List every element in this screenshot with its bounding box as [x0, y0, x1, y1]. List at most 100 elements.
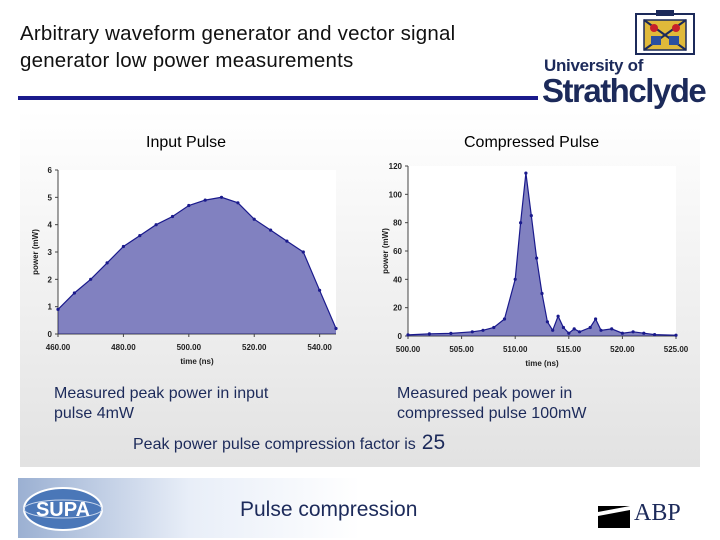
compression-factor-value: 25: [421, 431, 446, 454]
compressed-data-point: [427, 332, 431, 336]
compressed-y-tick-label: 40: [393, 275, 402, 284]
compressed-data-point: [610, 327, 614, 331]
input-data-point: [252, 217, 256, 221]
input-series-line: [57, 196, 337, 329]
input-x-tick-label: 500.00: [177, 343, 202, 352]
compressed-y-tick-label: 80: [393, 219, 402, 228]
input-data-point: [236, 201, 240, 205]
slide-title: Arbitrary waveform generator and vector …: [20, 22, 456, 72]
footer-title: Pulse compression: [240, 498, 418, 521]
compressed-y-tick-label: 60: [393, 247, 402, 256]
compressed-data-point: [519, 221, 523, 225]
compressed-y-tick-label: 120: [389, 162, 403, 171]
compressed-y-tick-label: 20: [393, 304, 402, 313]
supa-logo: SUPA: [22, 486, 104, 532]
compressed-data-point: [599, 328, 603, 332]
compressed-data-point: [556, 314, 560, 318]
compressed-data-point: [572, 327, 576, 331]
compressed-data-point: [653, 333, 657, 337]
compressed-data-point: [481, 328, 485, 332]
compressed-data-point: [529, 214, 533, 218]
compressed-data-point: [594, 317, 598, 321]
logo-university-of: University of: [544, 56, 644, 75]
compressed-data-point: [567, 331, 571, 335]
compressed-pulse-chart: 0 20 40 60 80 100 120 500.00 505.00 510.00 515.00 5…: [381, 162, 689, 368]
input-y-tick-label: 5: [48, 193, 53, 202]
compressed-x-tick-label: 520.00: [610, 345, 635, 354]
compressed-data-point: [449, 331, 453, 335]
input-x-tick-label: 460.00: [46, 343, 71, 352]
input-data-point: [89, 277, 93, 281]
compressed-data-point: [674, 333, 678, 337]
input-pulse-chart: 0 1 2 3 4 5 6 460.00 480.00 500.00 520.00 540.00 tim…: [31, 166, 338, 366]
input-y-tick-label: 0: [48, 330, 53, 339]
input-data-point: [203, 198, 207, 202]
input-data-point: [170, 214, 175, 219]
title-underline: [18, 96, 538, 100]
supa-globe-icon: SUPA: [23, 487, 103, 531]
compressed-peak-note: Measured peak power in compressed pulse …: [397, 384, 657, 424]
compressed-data-point: [540, 291, 544, 296]
input-y-tick-label: 2: [48, 275, 53, 284]
logo-strathclyde: Strathclyde: [542, 72, 707, 109]
input-x-axis-label: time (ns): [180, 357, 214, 366]
supa-label: SUPA: [36, 499, 90, 521]
compressed-x-axis-label: time (ns): [525, 359, 559, 368]
footer-bar: [18, 478, 702, 538]
input-data-point: [105, 261, 109, 265]
right-chart-title: Compressed Pulse: [464, 134, 600, 151]
compression-factor-label: Peak power pulse compression factor is: [133, 436, 416, 453]
input-y-tick-label: 3: [48, 248, 53, 257]
input-y-axis-label: power (mW): [31, 229, 40, 275]
input-series-fill: [58, 197, 336, 334]
compressed-data-point: [502, 317, 507, 321]
crest-icon: [635, 10, 695, 55]
input-x-tick-label: 480.00: [111, 343, 136, 352]
input-data-point: [154, 223, 158, 227]
compressed-data-point: [513, 277, 517, 281]
input-peak-note: Measured peak power in input pulse 4mW: [54, 385, 269, 422]
compressed-data-point: [577, 330, 582, 334]
compressed-x-tick-label: 500.00: [396, 345, 421, 354]
input-y-tick-label: 4: [48, 221, 53, 230]
input-data-point: [72, 291, 76, 295]
input-data-point: [334, 326, 338, 331]
input-data-point: [318, 288, 322, 292]
input-data-point: [187, 203, 191, 208]
compression-factor: Peak power pulse compression factor is 25: [133, 431, 445, 455]
compressed-data-point: [620, 331, 624, 335]
compressed-data-point: [545, 320, 549, 324]
input-data-point: [138, 234, 142, 238]
input-data-point: [121, 244, 125, 249]
left-chart-title: Input Pulse: [146, 134, 227, 151]
input-x-tick-label: 540.00: [307, 343, 332, 352]
compressed-y-axis-label: power (mW): [381, 228, 390, 274]
input-x-tick-label: 520.00: [242, 343, 267, 352]
compressed-data-point: [631, 330, 635, 334]
input-data-point: [301, 250, 305, 254]
compressed-data-point: [642, 331, 646, 335]
compressed-data-point: [551, 328, 555, 332]
compressed-y-tick-label: 100: [389, 190, 403, 199]
compressed-y-tick-label: 0: [398, 332, 403, 341]
input-y-tick-label: 1: [48, 303, 53, 312]
compressed-data-point: [492, 325, 496, 330]
abp-logo: ABP: [596, 496, 696, 532]
compressed-x-tick-label: 515.00: [557, 345, 582, 354]
input-data-point: [285, 239, 289, 243]
compressed-data-point: [561, 325, 565, 330]
input-data-point: [56, 307, 60, 311]
compressed-peak-note-line2: compressed pulse 100mW: [397, 405, 587, 422]
abp-mark-icon: [598, 506, 630, 528]
compressed-peak-note-line1: Measured peak power in: [397, 385, 573, 402]
compressed-data-point: [524, 171, 528, 175]
abp-label: ABP: [634, 500, 681, 526]
input-data-point: [269, 228, 273, 232]
input-data-point: [219, 195, 224, 199]
compressed-data-point: [406, 333, 410, 337]
compressed-series-fill: [408, 173, 676, 336]
compressed-data-point: [588, 325, 592, 330]
compressed-x-tick-label: 505.00: [449, 345, 474, 354]
compressed-x-tick-label: 510.00: [503, 345, 528, 354]
compressed-data-point: [535, 256, 539, 260]
